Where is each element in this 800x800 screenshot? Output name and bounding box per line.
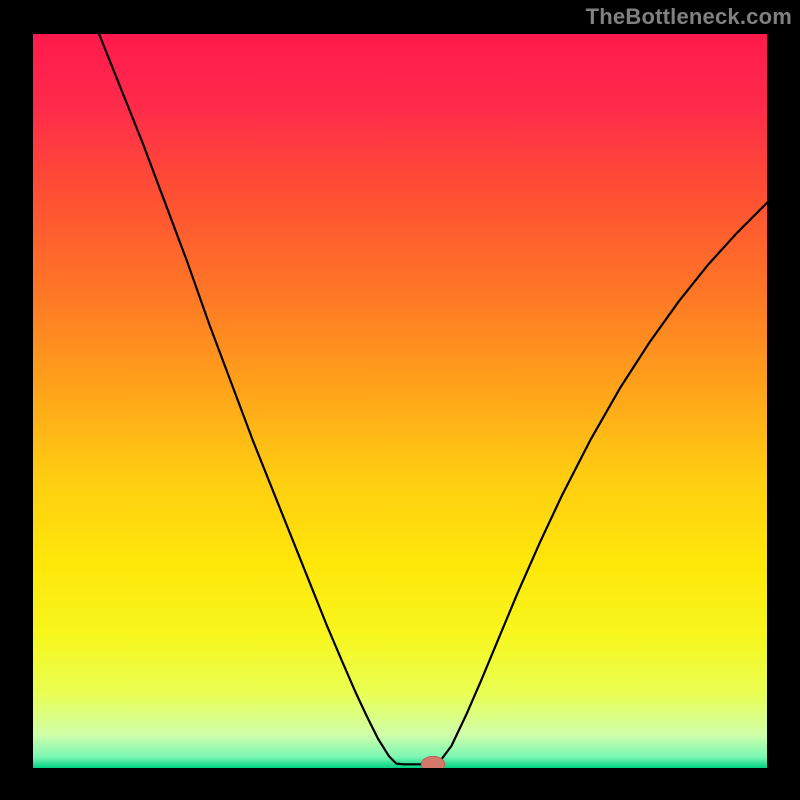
watermark-text: TheBottleneck.com (586, 4, 792, 30)
bottleneck-chart (33, 34, 767, 768)
